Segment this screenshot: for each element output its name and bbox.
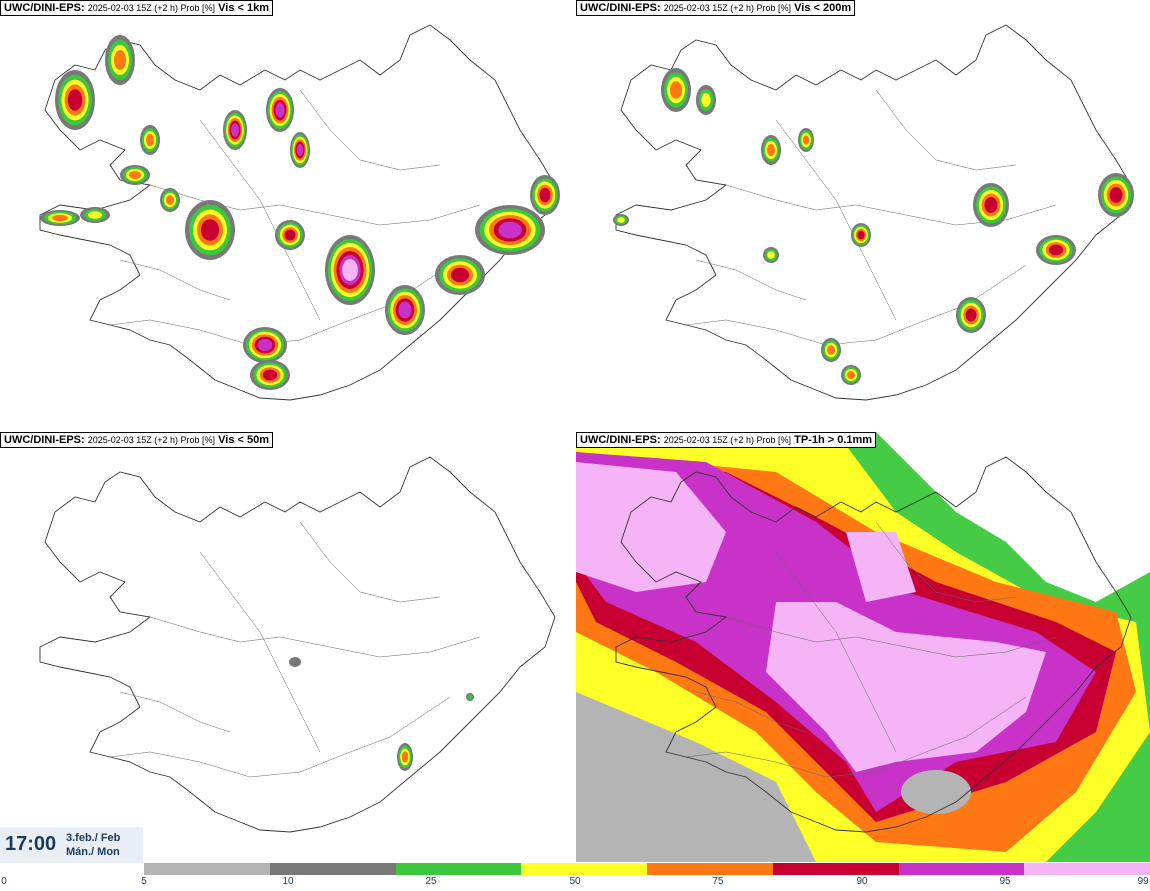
probability-area: [262, 369, 278, 381]
coastline: [615, 24, 1132, 401]
road-line: [875, 89, 1017, 171]
colorbar-segment: [521, 863, 647, 875]
road-line: [695, 259, 807, 301]
iceland-map-vis-50m: [39, 456, 556, 833]
dry-area: [876, 432, 1150, 602]
probability-area: [296, 144, 304, 156]
probability-area: [451, 267, 469, 283]
colorbar-tick-label: 10: [282, 876, 294, 887]
road-line: [299, 89, 441, 171]
panel-title: UWC/DINI-EPS: 2025-02-03 15Z (+2 h) Prob…: [0, 432, 273, 448]
probability-area: [802, 135, 810, 145]
colorbar-segment: [269, 863, 396, 875]
valid-date: 3.feb./ Feb: [66, 832, 121, 844]
iceland-map-vis-200m: [613, 24, 1134, 401]
panel-title: UWC/DINI-EPS: 2025-02-03 15Z (+2 h) Prob…: [576, 432, 877, 448]
colorbar-tick-label: 99: [1137, 876, 1149, 887]
map-panel-vis-50m: UWC/DINI-EPS: 2025-02-03 15Z (+2 h) Prob…: [0, 432, 574, 862]
road-line: [685, 264, 1027, 346]
probability-area: [617, 217, 625, 223]
probability-area: [275, 102, 285, 118]
road-line: [119, 259, 231, 301]
probability-area: [670, 81, 682, 99]
road-line: [119, 691, 231, 733]
road-line: [109, 696, 451, 778]
probability-area: [201, 219, 219, 241]
probability-area: [52, 214, 68, 222]
coastline: [615, 456, 1132, 833]
colorbar-segment: [144, 863, 270, 875]
valid-time-box: 17:00 3.feb./ Feb Mán./ Mon: [0, 827, 143, 863]
valid-weekday: Mán./ Mon: [66, 846, 120, 858]
probability-area: [767, 144, 775, 156]
road-line: [685, 696, 1027, 778]
iceland-map-vis-1km: [39, 24, 560, 401]
road-line: [725, 616, 1057, 658]
precip-area: [576, 692, 816, 862]
map-panel-vis-1km: UWC/DINI-EPS: 2025-02-03 15Z (+2 h) Prob…: [0, 0, 574, 430]
colorbar-tick-label: 50: [569, 876, 581, 887]
probability-area: [965, 308, 977, 322]
probability-area: [827, 345, 835, 355]
road-line: [299, 521, 441, 603]
probability-area: [539, 187, 551, 203]
probability-area: [467, 694, 473, 700]
road-line: [775, 551, 897, 753]
colorbar-tick-label: 75: [712, 876, 724, 887]
colorbar-segment: [395, 863, 522, 875]
road-line: [695, 691, 807, 733]
probability-area: [342, 259, 358, 281]
probability-area: [1048, 244, 1064, 256]
probability-area: [166, 195, 174, 205]
iceland-map-precip: [576, 432, 1150, 862]
panel-title: UWC/DINI-EPS: 2025-02-03 15Z (+2 h) Prob…: [576, 0, 856, 16]
map-panel-vis-200m: UWC/DINI-EPS: 2025-02-03 15Z (+2 h) Prob…: [576, 0, 1150, 430]
road-line: [775, 119, 897, 321]
colorbar-tick-label: 95: [999, 876, 1011, 887]
probability-area: [1109, 187, 1123, 203]
probability-area: [114, 50, 126, 70]
probability-area: [401, 751, 409, 763]
probability-colorbar: [144, 863, 1150, 875]
colorbar-ticks: 0 5 10 25 50 75 90 95 99: [0, 876, 1150, 890]
colorbar-tick-label: 90: [856, 876, 868, 887]
colorbar-segment: [772, 863, 899, 875]
road-line: [875, 521, 1017, 603]
probability-area: [88, 211, 102, 219]
map-panel-precip: UWC/DINI-EPS: 2025-02-03 15Z (+2 h) Prob…: [576, 432, 1150, 862]
probability-area: [289, 657, 301, 667]
colorbar-segment: [898, 863, 1025, 875]
precip-area: [576, 462, 1046, 772]
probability-area: [857, 230, 865, 240]
road-line: [199, 119, 321, 321]
valid-time: 17:00: [5, 833, 57, 855]
probability-area: [284, 229, 296, 241]
colorbar-tick-label: 0: [1, 876, 7, 887]
colorbar-segment: [647, 863, 773, 875]
precip-area: [901, 770, 971, 814]
probability-area: [398, 301, 412, 319]
probability-area: [129, 171, 141, 179]
probability-area: [257, 339, 273, 351]
colorbar-tick-label: 5: [141, 876, 147, 887]
probability-area: [767, 251, 775, 259]
colorbar-segment: [1024, 863, 1150, 875]
colorbar-tick-label: 25: [425, 876, 437, 887]
probability-area: [146, 134, 154, 146]
road-line: [199, 551, 321, 753]
probability-area: [231, 123, 239, 137]
probability-area: [67, 89, 83, 111]
probability-area: [847, 371, 855, 379]
probability-area: [701, 93, 711, 107]
coastline: [39, 456, 556, 833]
probability-area: [984, 197, 998, 213]
road-line: [149, 616, 481, 658]
coastline: [39, 24, 556, 401]
panel-title: UWC/DINI-EPS: 2025-02-03 15Z (+2 h) Prob…: [0, 0, 273, 16]
probability-area: [498, 221, 522, 239]
